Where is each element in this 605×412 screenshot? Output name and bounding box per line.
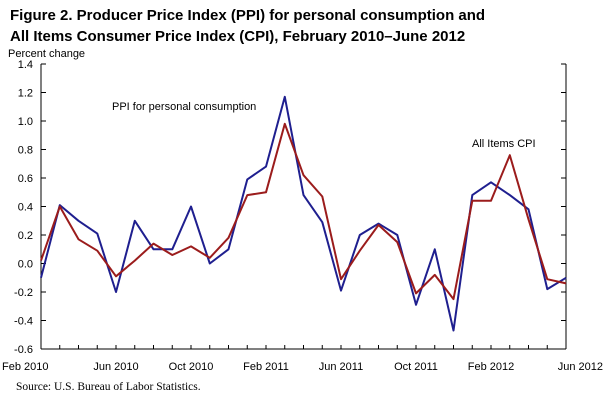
y-tick-label: 0.8 <box>18 145 33 157</box>
series-line-cpi <box>40 122 567 301</box>
x-tick-label: Jun 2011 <box>319 361 363 373</box>
x-tick-label: Feb 2011 <box>243 361 289 373</box>
series-layer <box>40 95 567 332</box>
y-tick-label: -0.6 <box>14 344 33 356</box>
y-axis-label: Percent change <box>8 48 85 60</box>
y-tick-label: 0.4 <box>18 202 33 214</box>
y-tick-label: 1.4 <box>18 59 33 71</box>
series-line-ppi <box>40 95 567 332</box>
axes: -0.6 -0.4 -0.2 0.0 0.2 0.4 0.6 0.8 1.0 1.2 1.4 Feb … <box>2 59 603 373</box>
x-tick-label: Oct 2011 <box>394 361 438 373</box>
y-tick-label: -0.2 <box>14 287 33 299</box>
x-tick-label: Oct 2010 <box>169 361 214 373</box>
y-tick-label: 1.0 <box>18 116 33 128</box>
x-tick-label: Feb 2012 <box>468 361 514 373</box>
chart-title: Figure 2. Producer Price Index (PPI) for… <box>10 5 600 47</box>
chart-title-line-1: Figure 2. Producer Price Index (PPI) for… <box>10 7 486 24</box>
x-tick-label: Jun 2010 <box>93 361 138 373</box>
y-tick-label: 0.0 <box>18 259 33 271</box>
x-tick-label: Jun 2012 <box>558 361 603 373</box>
x-tick-label: Feb 2010 <box>2 361 48 373</box>
y-tick-label: 0.2 <box>18 230 33 242</box>
annotation-cpi: All Items CPI <box>472 138 536 150</box>
y-tick-label: 0.6 <box>18 173 33 185</box>
y-tick-label: -0.4 <box>14 316 33 328</box>
chart-title-line-2: All Items Consumer Price Index (CPI), Fe… <box>10 28 466 45</box>
y-tick-label: 1.2 <box>18 88 33 100</box>
annotation-ppi: PPI for personal consumption <box>112 101 256 113</box>
source-note: Source: U.S. Bureau of Labor Statistics. <box>16 381 201 393</box>
